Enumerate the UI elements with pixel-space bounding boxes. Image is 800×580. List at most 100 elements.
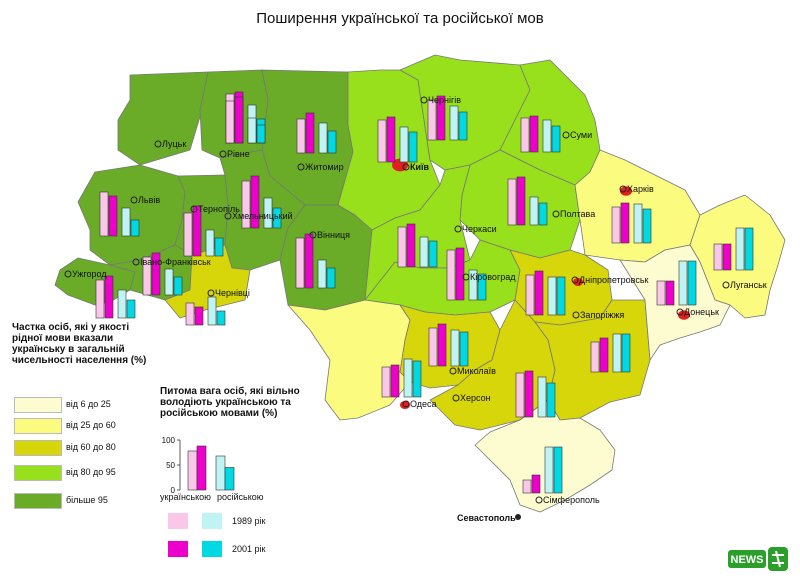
city-marker (130, 196, 138, 204)
year-legend-2001: 2001 рік (168, 541, 318, 559)
bar (247, 117, 257, 144)
city-label: Луцьк (162, 139, 186, 149)
swatch-ukrainian-2001 (168, 541, 188, 557)
bar (304, 233, 314, 289)
city-label: Севастополь (457, 513, 516, 523)
city-marker (571, 276, 579, 284)
city-marker (462, 273, 470, 281)
city-marker (309, 231, 317, 239)
legend-item: від 80 до 95 (14, 465, 154, 481)
bar (241, 180, 251, 229)
city-zaporizhzhia: Запоріжжя (572, 310, 624, 320)
bar (130, 219, 140, 237)
bar (529, 196, 539, 226)
bar-group-zaporizhzhia (590, 333, 631, 373)
bar (326, 267, 336, 289)
fluency-bar-2001 (224, 467, 235, 491)
bar (744, 227, 754, 271)
y-tick-label: 0 (171, 486, 176, 495)
capital-marker-dnipropetrovsk (573, 278, 583, 286)
city-sevastopol: Севастополь (457, 513, 521, 523)
legend-label: від 6 до 25 (66, 399, 111, 409)
city-vinnytsia: Вінниця (309, 230, 350, 240)
bar (296, 118, 306, 154)
bar-group-lviv (99, 191, 140, 237)
city-marker (562, 131, 570, 139)
city-mykolaiv: Миколаїв (449, 366, 496, 376)
category-label-russian: російською (217, 492, 264, 502)
bar (256, 124, 266, 144)
city-kharkiv: Харків (619, 184, 654, 194)
city-donetsk: Донецьк (676, 307, 719, 317)
bar (529, 115, 539, 153)
fluency-chart: 100 50 0 (162, 436, 235, 495)
bar-group-dnipropetrovsk (525, 270, 566, 316)
bar (381, 366, 391, 398)
y-tick-label: 50 (166, 461, 175, 470)
city-marker (452, 394, 460, 402)
city-label: Черкаси (462, 224, 497, 234)
city-label: Миколаїв (457, 366, 496, 376)
bar (250, 175, 260, 229)
city-marker (619, 185, 627, 193)
bar-group-kyiv (377, 116, 418, 163)
city-label: Кіровоград (470, 272, 516, 282)
bar (151, 252, 161, 296)
bar (428, 327, 438, 367)
legend-swatch (14, 493, 62, 509)
bar (207, 296, 217, 326)
bar (520, 117, 530, 153)
swatch-ukrainian-1989 (168, 513, 188, 529)
year-label-2001: 2001 рік (232, 544, 266, 554)
legend-item: більше 95 (14, 493, 154, 509)
bar (318, 122, 328, 154)
city-kyiv: Київ (402, 162, 430, 172)
bar (386, 116, 396, 163)
city-label: Запоріжжя (580, 310, 624, 320)
bar-group-vinnytsia (295, 233, 336, 289)
year-legend-1989: 1989 рік (168, 513, 318, 531)
city-marker (402, 400, 410, 408)
bar (678, 260, 688, 306)
region-khmelnytskyi (219, 149, 306, 271)
bar (183, 212, 193, 257)
city-marker (449, 367, 457, 375)
city-marker (207, 289, 215, 297)
bar (449, 105, 459, 141)
bar (544, 446, 554, 494)
bar (477, 273, 487, 301)
city-label: Сімферополь (543, 495, 600, 505)
city-label: Херсон (460, 393, 491, 403)
city-label: Полтава (560, 209, 595, 219)
bar (633, 203, 643, 244)
legend-label: від 60 до 80 (66, 442, 116, 452)
capital-marker-donetsk (678, 310, 690, 320)
bar (437, 323, 447, 367)
city-marker (420, 96, 428, 104)
bar (525, 274, 535, 316)
bar (612, 333, 622, 373)
bar (713, 243, 723, 271)
bar-group-chernivtsi (185, 296, 226, 326)
bar (642, 208, 652, 244)
city-ternopil: Тернопіль (190, 204, 240, 214)
bar (507, 178, 517, 226)
news-logo: NEWS (728, 547, 788, 571)
bar (194, 306, 204, 326)
legend-title: Частка осіб, які у якості рідної мови вк… (12, 322, 147, 366)
city-poltava: Полтава (552, 209, 595, 219)
city-luhansk: Луганськ (722, 280, 767, 290)
region-volyn (117, 71, 209, 166)
bar (620, 202, 630, 244)
region-odesa (287, 299, 411, 421)
city-khmelnytskyi: Хмельницький (224, 211, 293, 221)
bar-group-khmelnytskyi (241, 175, 282, 229)
bar (263, 197, 273, 229)
bar-group-luhansk (713, 227, 754, 271)
city-rivne: Рівне (219, 149, 250, 159)
bar (722, 243, 732, 271)
bar (225, 100, 235, 144)
year-label-1989: 1989 рік (232, 516, 266, 526)
bar (95, 279, 105, 319)
